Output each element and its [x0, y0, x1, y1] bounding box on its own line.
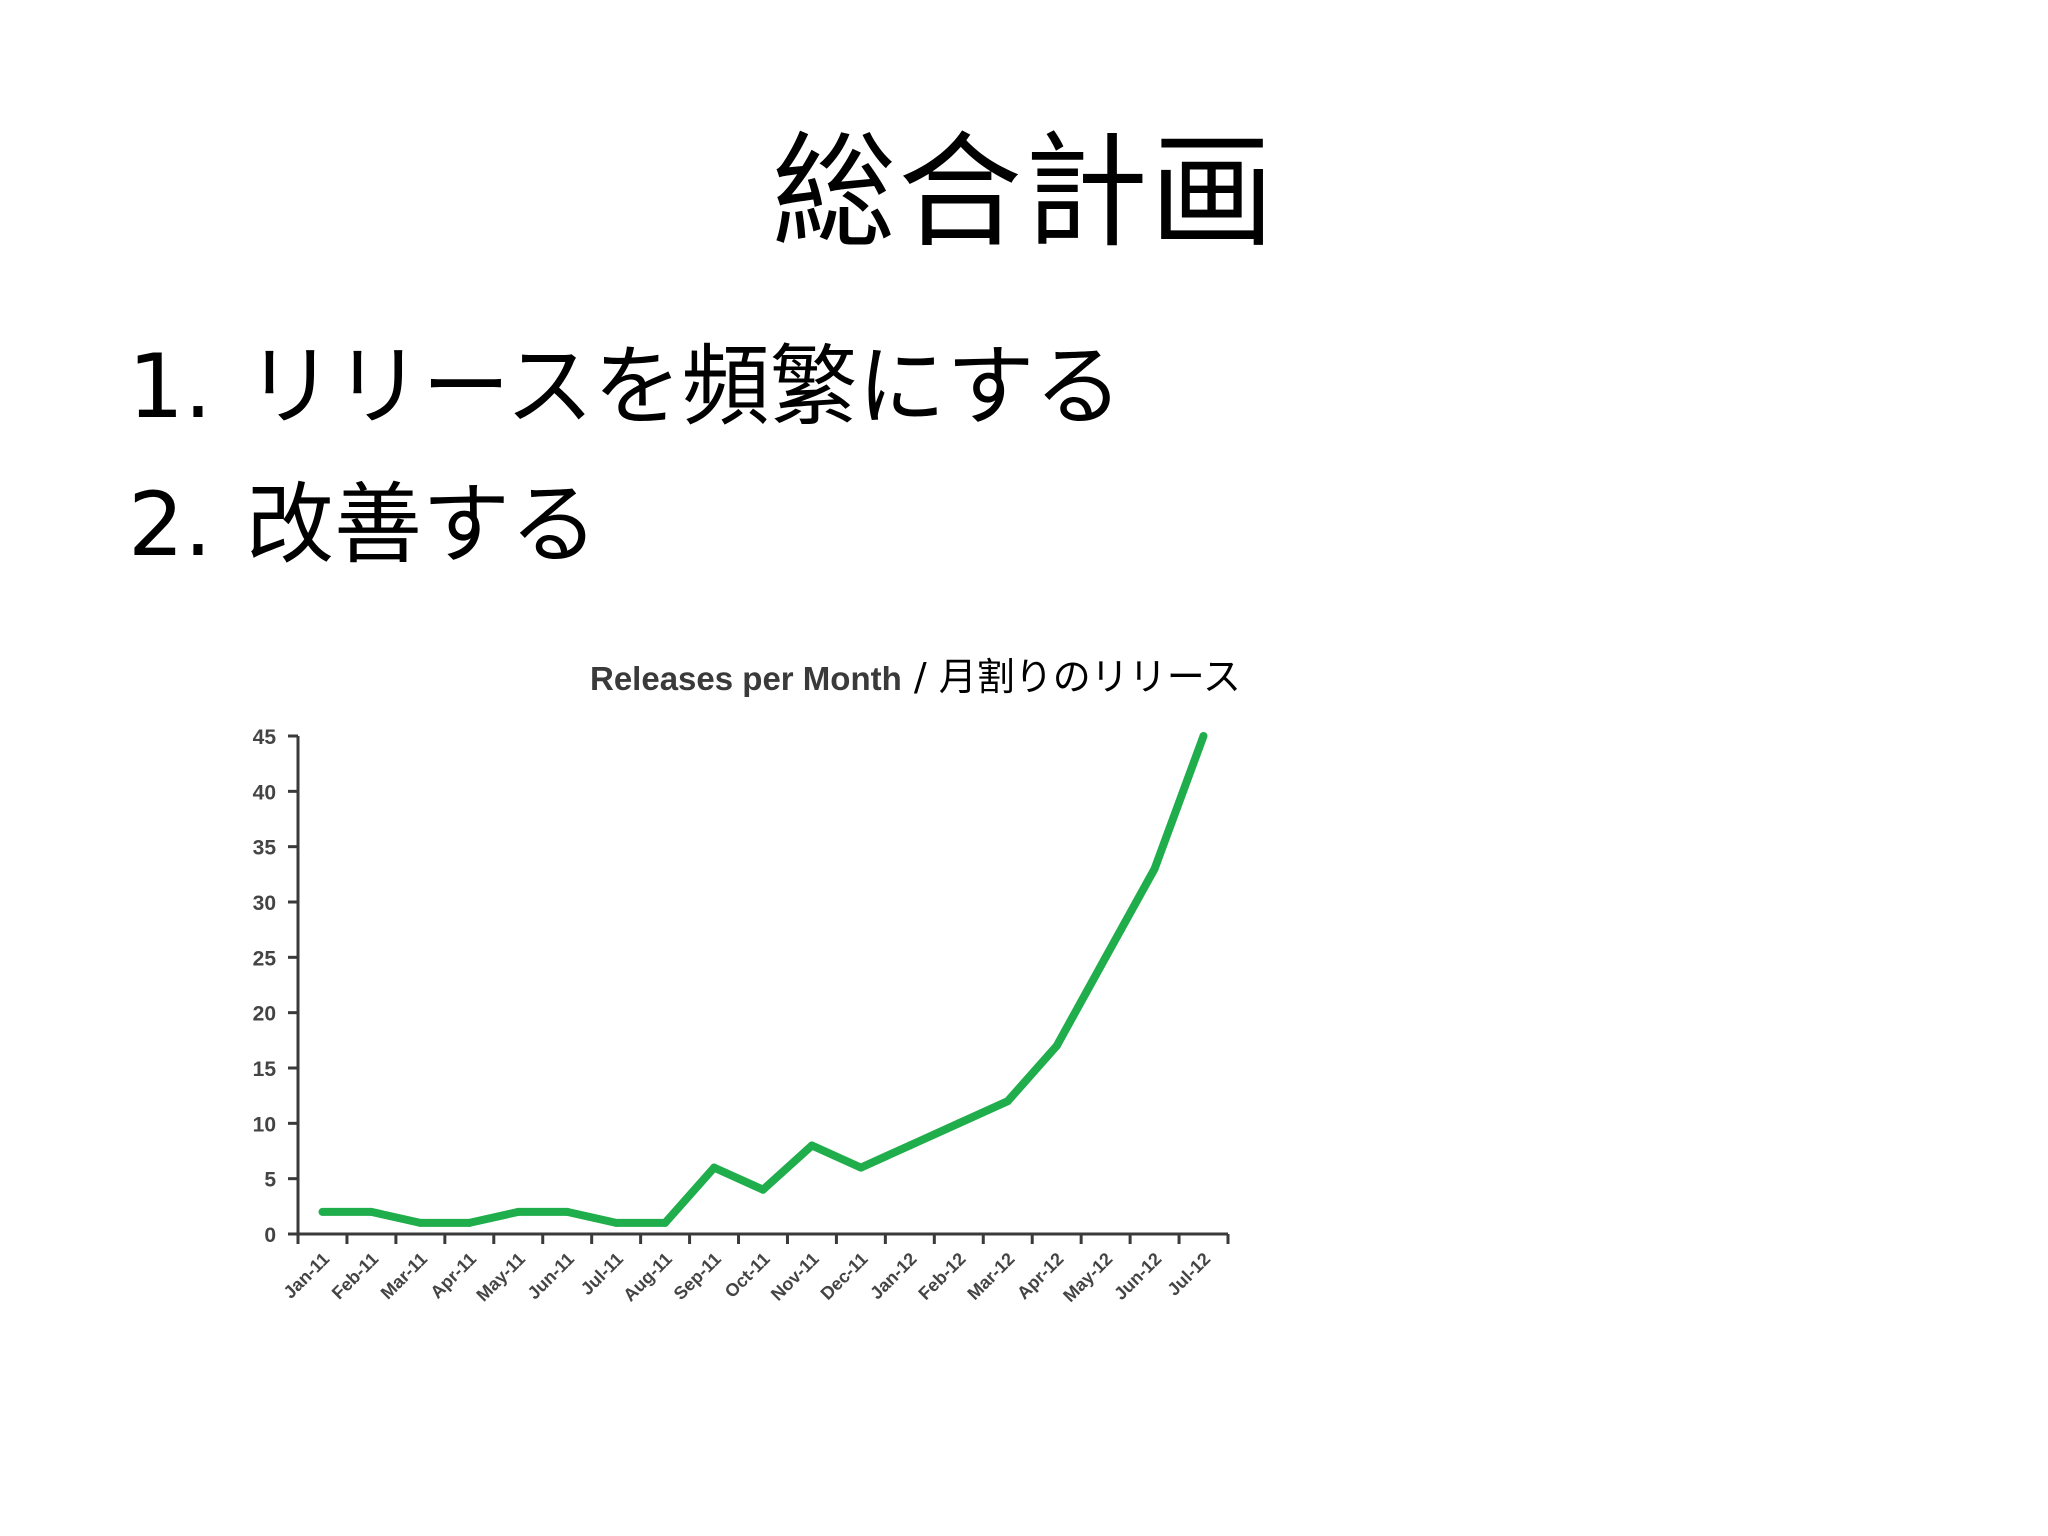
x-tick-label: Feb-12: [914, 1249, 969, 1304]
bullet-number-2: 2.: [128, 473, 212, 576]
data-point: [612, 1218, 621, 1227]
x-tick-label: Jan-12: [866, 1249, 920, 1303]
data-point: [1199, 732, 1208, 740]
y-tick-label: 15: [253, 1058, 277, 1081]
y-axis: 0 5 10 15 20 25 30 35 40 45: [253, 726, 300, 1247]
data-point: [514, 1207, 523, 1216]
y-tick-label: 30: [253, 892, 276, 915]
data-point: [563, 1207, 572, 1216]
x-tick-label: Feb-11: [328, 1249, 382, 1303]
x-tick-label: Aug-11: [619, 1249, 676, 1306]
data-point: [1101, 953, 1110, 962]
y-tick-label: 35: [253, 837, 277, 860]
data-point: [1150, 864, 1159, 873]
series-group: [318, 732, 1208, 1227]
x-tick-label: Dec-11: [817, 1249, 872, 1304]
x-tick-label: Mar-12: [963, 1249, 1018, 1304]
x-tick-label: Sep-11: [670, 1249, 725, 1304]
chart-title: Releases per Month / 月割りのリリース: [590, 655, 1241, 699]
x-tick-label: Apr-12: [1013, 1249, 1067, 1303]
series-line: [322, 734, 1208, 1227]
data-point: [367, 1207, 376, 1216]
x-tick-label: Apr-11: [426, 1249, 480, 1303]
bullet-text-2: 改善する: [246, 473, 599, 576]
chart-title-english: Releases per Month: [590, 660, 902, 697]
data-point: [856, 1163, 865, 1172]
y-tick-label: 20: [253, 1003, 276, 1026]
chart-title-separator: /: [902, 655, 939, 699]
data-point: [465, 1218, 474, 1227]
x-tick-label: May-12: [1059, 1249, 1116, 1306]
y-tick-label: 40: [253, 781, 276, 804]
data-point: [759, 1185, 767, 1194]
y-tick-label: 25: [253, 947, 277, 970]
data-point: [1052, 1041, 1061, 1050]
slide-title: 総合計画: [771, 121, 1276, 265]
data-point: [954, 1119, 963, 1128]
data-point: [905, 1141, 914, 1150]
bullet-text-1: リリースを頻繁にする: [246, 335, 1123, 438]
x-tick-label: May-11: [472, 1249, 529, 1306]
x-tick-label: Jul-12: [1163, 1249, 1214, 1300]
x-tick-label: Oct-11: [721, 1249, 774, 1302]
data-point: [1003, 1097, 1012, 1106]
x-tick-label: Jun-11: [524, 1249, 578, 1303]
x-tick-label: Jun-12: [1110, 1249, 1165, 1304]
bullet-item-1: 1. リリースを頻繁にする: [128, 332, 1122, 442]
y-tick-label: 45: [253, 726, 277, 749]
bullet-number-1: 1.: [128, 335, 212, 438]
data-point: [807, 1141, 816, 1150]
data-point: [318, 1207, 327, 1216]
x-tick-label: Nov-11: [767, 1249, 823, 1305]
y-tick-label: 0: [264, 1224, 276, 1247]
y-tick-label: 5: [264, 1169, 276, 1192]
data-point: [710, 1163, 719, 1172]
data-point: [416, 1218, 425, 1227]
chart-title-japanese: 月割りのリリース: [939, 655, 1241, 699]
x-tick-label: Mar-11: [377, 1249, 431, 1303]
data-point: [661, 1218, 670, 1227]
x-tick-label: Jan-11: [280, 1249, 334, 1303]
bullet-item-2: 2. 改善する: [128, 470, 598, 580]
y-tick-label: 10: [253, 1113, 276, 1136]
